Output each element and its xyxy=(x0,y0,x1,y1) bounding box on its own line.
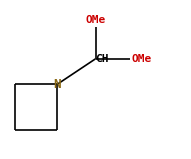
Text: CH: CH xyxy=(96,54,109,64)
Text: OMe: OMe xyxy=(85,15,106,25)
Text: N: N xyxy=(53,78,61,91)
Text: OMe: OMe xyxy=(132,54,152,64)
